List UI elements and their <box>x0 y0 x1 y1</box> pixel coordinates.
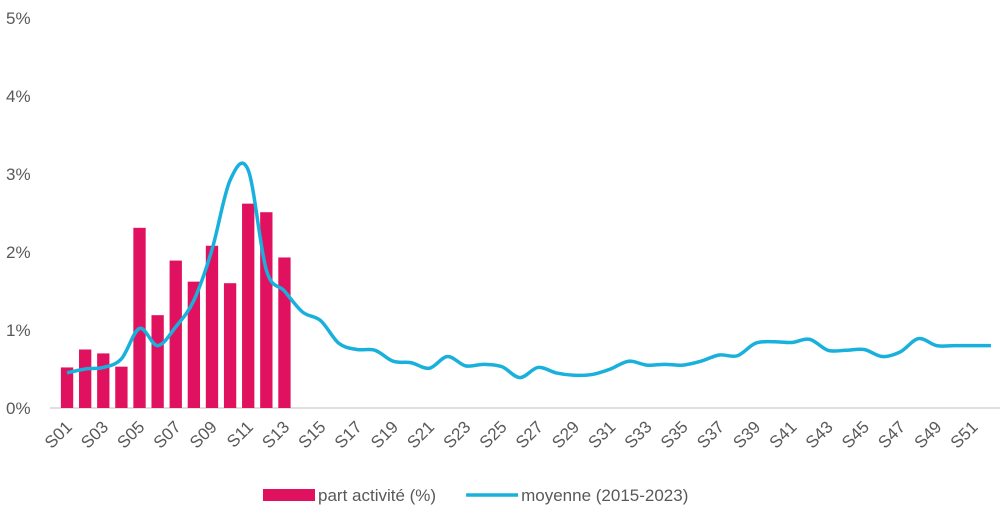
x-tick-label: S01 <box>41 417 76 452</box>
x-tick-label: S29 <box>548 417 583 452</box>
x-tick-label: S45 <box>838 417 873 452</box>
x-tick-label: S47 <box>874 417 909 452</box>
bar <box>205 245 219 408</box>
legend-swatch <box>263 489 315 501</box>
x-tick-label: S13 <box>258 417 293 452</box>
x-tick-label: S39 <box>729 417 764 452</box>
x-tick-label: S49 <box>911 417 946 452</box>
bar <box>133 227 146 408</box>
legend-label: moyenne (2015-2023) <box>521 486 688 505</box>
x-tick-label: S35 <box>657 417 692 452</box>
x-tick-label: S51 <box>947 417 982 452</box>
y-tick-label: 4% <box>6 87 31 106</box>
x-tick-label: S31 <box>585 417 620 452</box>
x-tick-label: S23 <box>440 417 475 452</box>
line <box>66 161 991 380</box>
legend-label: part activité (%) <box>318 486 436 505</box>
bar <box>223 283 237 408</box>
x-tick-label: S11 <box>223 417 257 451</box>
x-tick-label: S09 <box>186 417 221 452</box>
x-tick-label: S05 <box>114 417 149 452</box>
bar <box>187 281 201 408</box>
x-tick-label: S33 <box>621 417 656 452</box>
x-tick-label: S21 <box>403 417 438 452</box>
x-tick-label: S19 <box>367 417 402 452</box>
y-tick-label: 5% <box>6 9 31 28</box>
x-tick-label: S07 <box>150 417 185 452</box>
x-tick-label: S41 <box>766 417 801 452</box>
x-tick-label: S03 <box>77 417 112 452</box>
y-tick-label: 1% <box>6 321 31 340</box>
y-tick-label: 0% <box>6 399 31 418</box>
x-tick-label: S27 <box>512 417 547 452</box>
y-tick-label: 2% <box>6 243 31 262</box>
bar <box>169 260 182 408</box>
bar <box>79 349 92 408</box>
bar <box>278 257 291 408</box>
bar <box>60 367 74 408</box>
x-tick-label: S25 <box>476 417 511 452</box>
x-tick-label: S17 <box>331 417 366 452</box>
y-tick-label: 3% <box>6 165 31 184</box>
x-tick-label: S15 <box>295 417 330 452</box>
x-tick-label: S37 <box>693 417 728 452</box>
bar <box>115 366 128 408</box>
bar <box>97 353 110 408</box>
x-tick-label: S43 <box>802 417 837 452</box>
bar <box>242 203 255 408</box>
bar <box>151 315 164 408</box>
